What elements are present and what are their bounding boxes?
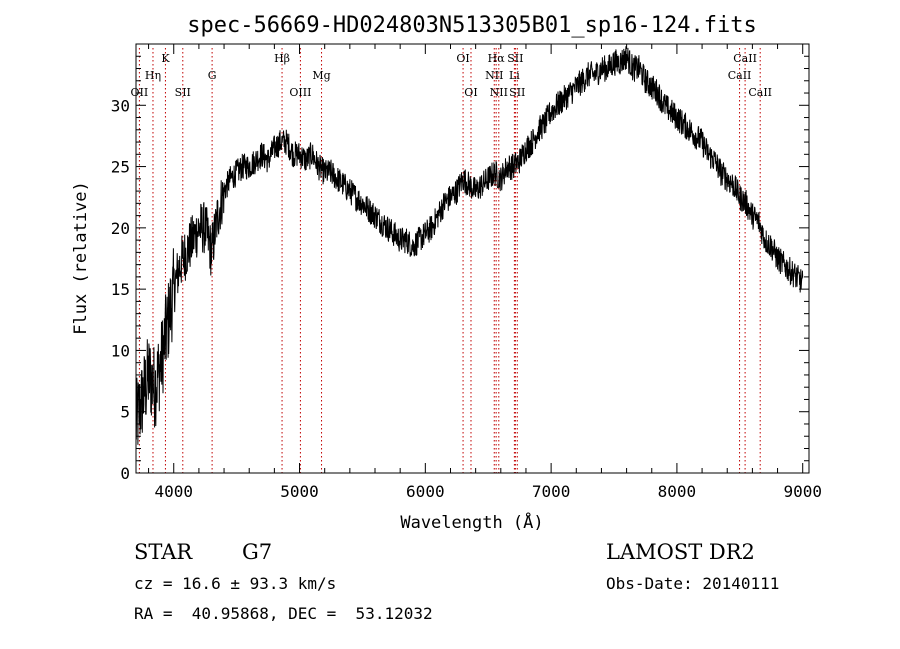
line-label: Hη [145,69,161,82]
line-label: CaII [728,69,752,82]
object-type: STAR [134,540,193,564]
spectrum-line [135,46,804,445]
x-tick-label: 4000 [154,482,193,501]
y-tick-label: 5 [120,403,130,422]
line-label: Hβ [274,52,290,65]
line-label: OI [464,86,477,99]
plot-frame [135,43,810,474]
redshift-cz: cz = 16.6 ± 93.3 km/s [134,574,337,593]
x-tick-label: 6000 [406,482,445,501]
y-axis-label: Flux (relative) [71,181,91,335]
y-tick-label: 30 [111,96,130,115]
sky-coordinates: RA = 40.95868, DEC = 53.12032 [134,604,433,623]
y-tick-label: 20 [111,219,130,238]
x-tick-label: 5000 [280,482,319,501]
line-label: NII [490,86,508,99]
y-tick-label: 15 [111,280,130,299]
spectral-line-labels: OIIHηKSIIGHβOIIIMgOIOIHαNIINIISIILiSIICa… [131,52,772,99]
line-label: OII [131,86,149,99]
y-tick-label: 0 [120,464,130,483]
line-label: CaII [733,52,757,65]
observation-date: Obs-Date: 20140111 [606,574,780,593]
x-tick-label: 9000 [783,482,822,501]
y-axis: 0 5 10 15 20 25 30 [111,55,809,483]
line-label: Li [509,69,520,82]
spectrum-series [135,46,804,445]
line-label: Mg [312,69,330,82]
y-tick-label: 10 [111,341,130,360]
survey-name: LAMOST DR2 [606,540,755,564]
object-subclass: G7 [242,540,273,564]
line-label: K [161,52,170,65]
line-label: G [208,69,217,82]
line-label: CaII [748,86,772,99]
line-label: OIII [289,86,311,99]
line-label: SII [507,52,523,65]
line-label: SII [175,86,191,99]
line-label: OI [456,52,469,65]
x-axis-label: Wavelength (Å) [400,511,543,533]
x-axis: 4000 5000 6000 7000 8000 9000 [148,44,822,501]
y-tick-label: 25 [111,158,130,177]
line-label: NII [485,69,503,82]
spectral-line-markers [138,48,761,473]
x-tick-label: 7000 [532,482,571,501]
line-label: Hα [488,52,506,65]
line-label: SII [509,86,525,99]
x-tick-label: 8000 [658,482,697,501]
chart-title: spec-56669-HD024803N513305B01_sp16-124.f… [187,13,757,38]
